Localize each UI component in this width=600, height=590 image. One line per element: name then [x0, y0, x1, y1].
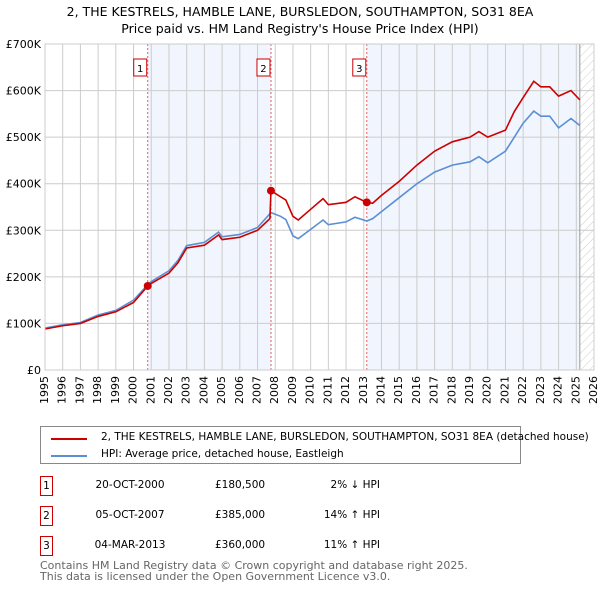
y-tick-label: £700K [6, 38, 42, 51]
property-line [44, 80, 581, 330]
x-tick-label: 2007 [251, 376, 264, 404]
sale-date: 05-OCT-2007 [95, 509, 165, 521]
sale-hpi: 11% ↑ HPI [323, 539, 380, 551]
hpi-line [44, 109, 581, 329]
x-tick-label: 1995 [38, 376, 51, 404]
x-tick-label: 2006 [233, 376, 246, 404]
x-tick-label: 2013 [357, 376, 370, 404]
shaded-period [366, 44, 580, 370]
sale-marker: 1 [40, 476, 53, 496]
x-tick-label: 2009 [286, 376, 299, 404]
x-tick-label: 2003 [180, 376, 193, 404]
x-tick-label: 2019 [463, 376, 476, 404]
x-tick-label: 2022 [516, 376, 529, 404]
forecast-hatch [579, 44, 594, 370]
x-tick-label: 2018 [445, 376, 458, 404]
x-tick-label: 2000 [127, 376, 140, 404]
x-tick-label: 2010 [304, 376, 317, 404]
sale-label: 3 [356, 64, 362, 75]
chart-subtitle: Price paid vs. HM Land Registry's House … [121, 21, 479, 36]
sale-row: 3 04-MAR-2013 £360,000 11% ↑ HPI [40, 536, 440, 556]
sale-label-box [133, 58, 148, 77]
x-tick-label: 1997 [73, 376, 86, 404]
sale-marker: 3 [40, 536, 53, 556]
x-tick-label: 2016 [410, 376, 423, 404]
y-tick-label: £200K [6, 271, 42, 284]
x-tick-label: 2020 [481, 376, 494, 404]
legend-red-line [51, 438, 87, 440]
y-tick-label: £100K [6, 317, 42, 330]
x-tick-label: 2024 [552, 376, 565, 404]
price-chart: 1995 1996 1997 1998 1999 2000 2001 2002 2003 2004… [6, 38, 600, 404]
x-tick-label: 2021 [498, 376, 511, 404]
sale-price: £385,000 [215, 509, 266, 521]
x-tick-label: 2011 [321, 376, 334, 404]
x-tick-label: 1999 [109, 376, 122, 404]
x-tick-label: 2008 [268, 376, 281, 404]
x-tick-label: 2001 [144, 376, 157, 404]
legend: 2, THE KESTRELS, HAMBLE LANE, BURSLEDON,… [40, 426, 589, 464]
sale-point [362, 198, 371, 207]
x-tick-label: 1998 [91, 376, 104, 404]
x-tick-label: 2026 [587, 376, 600, 404]
x-tick-label: 2015 [392, 376, 405, 404]
x-tick-label: 2005 [215, 376, 228, 404]
sale-point [266, 186, 275, 195]
sale-point [143, 281, 152, 290]
sale-row: 1 20-OCT-2000 £180,500 2% ↓ HPI [40, 476, 440, 496]
sale-price: £180,500 [215, 479, 266, 491]
sale-hpi: 14% ↑ HPI [323, 509, 380, 521]
plot-border [44, 43, 595, 371]
footer-licence: This data is licensed under the Open Gov… [40, 570, 391, 583]
chart-title: 2, THE KESTRELS, HAMBLE LANE, BURSLEDON,… [66, 4, 534, 19]
x-tick-label: 2002 [162, 376, 175, 404]
y-tick-label: £0 [27, 364, 41, 377]
sale-label-box [256, 58, 271, 77]
sale-date: 20-OCT-2000 [95, 479, 165, 491]
x-tick-label: 2023 [534, 376, 547, 404]
x-tick-label: 2025 [569, 376, 582, 404]
legend-hpi: HPI: Average price, detached house, East… [101, 448, 344, 460]
sale-price: £360,000 [215, 539, 266, 551]
sale-label: 1 [137, 64, 143, 75]
sale-hpi: 2% ↓ HPI [330, 479, 380, 491]
x-tick-label: 2012 [339, 376, 352, 404]
sale-row: 2 05-OCT-2007 £385,000 14% ↑ HPI [40, 506, 440, 526]
footer: Contains HM Land Registry data © Crown c… [40, 560, 468, 582]
x-tick-label: 2004 [197, 376, 210, 404]
sale-date: 04-MAR-2013 [94, 539, 166, 551]
x-tick-label: 1996 [56, 376, 69, 404]
y-tick-label: £500K [6, 131, 42, 144]
legend-property: 2, THE KESTRELS, HAMBLE LANE, BURSLEDON,… [101, 431, 589, 443]
legend-blue-line [51, 455, 87, 457]
y-tick-label: £400K [6, 178, 42, 191]
sale-marker: 2 [40, 506, 53, 526]
y-tick-label: £600K [6, 85, 42, 98]
shaded-period [147, 44, 271, 370]
sale-label: 2 [260, 64, 266, 75]
y-tick-label: £300K [6, 224, 42, 237]
footer-copyright: Contains HM Land Registry data © Crown c… [40, 559, 468, 572]
x-tick-label: 2017 [428, 376, 441, 404]
sale-label-box [352, 58, 367, 77]
x-tick-label: 2014 [374, 376, 387, 404]
